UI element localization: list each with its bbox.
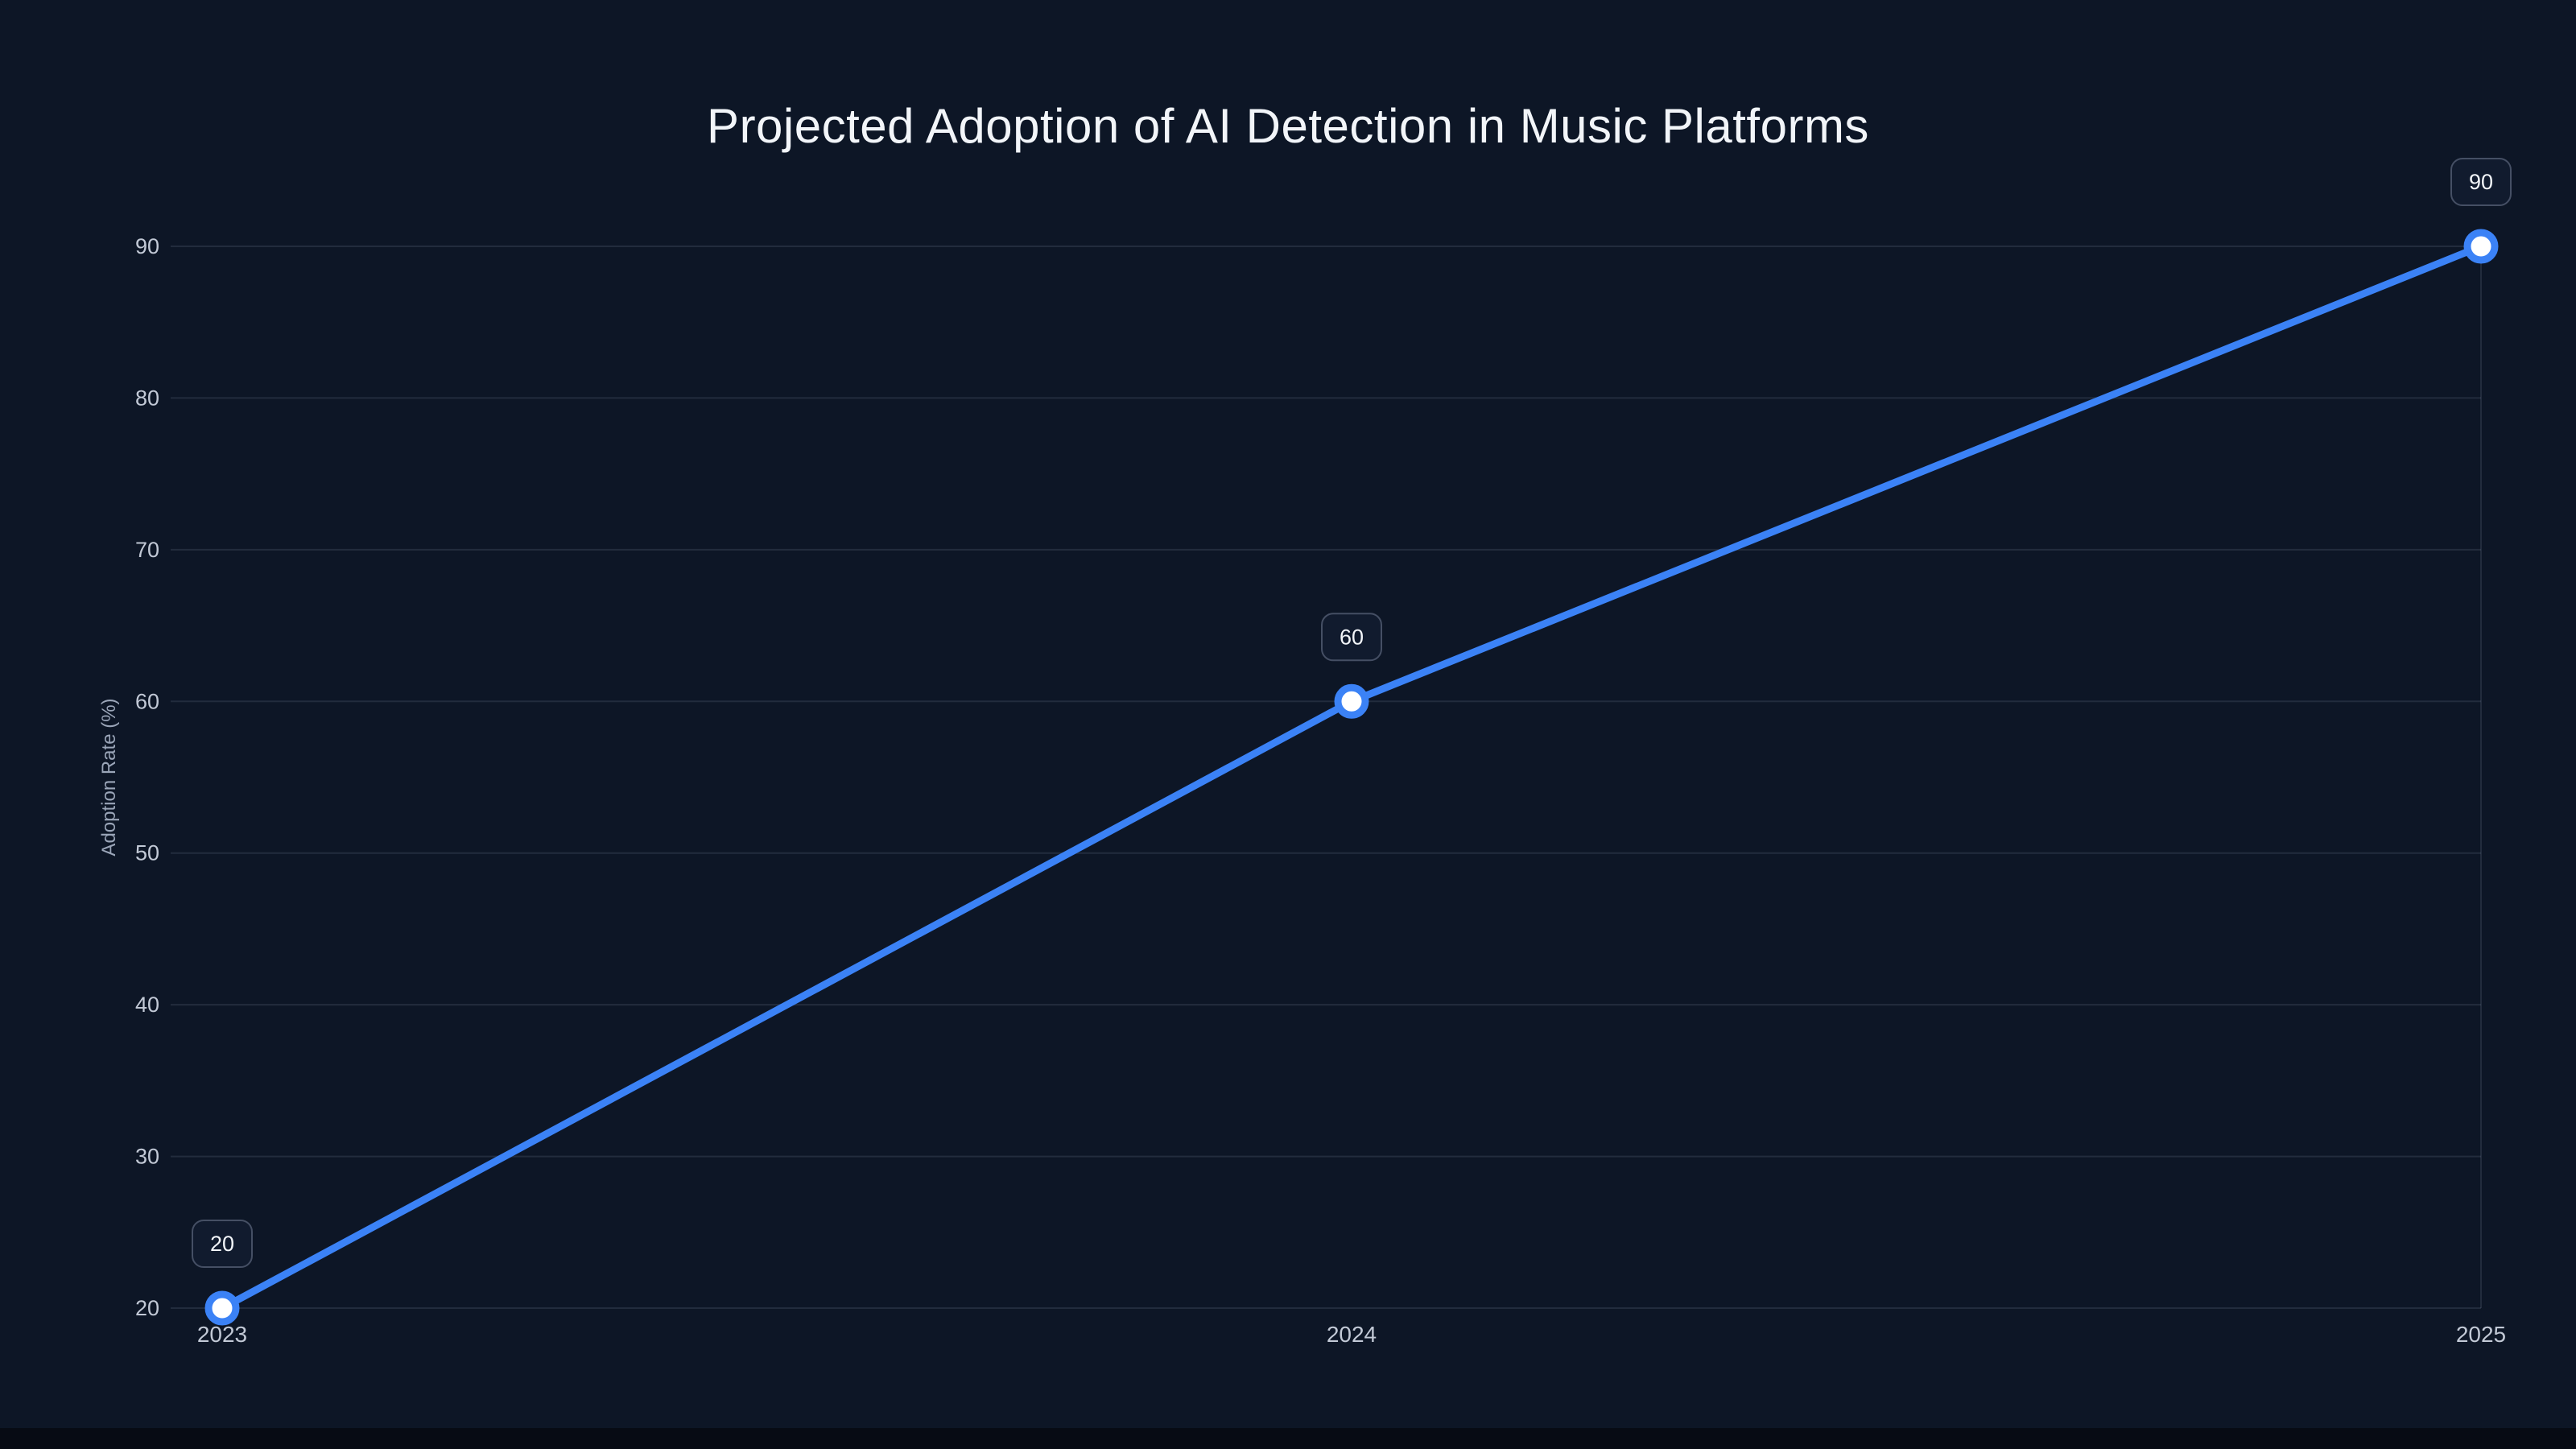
y-tick-label: 90 xyxy=(135,234,159,258)
y-tick-label: 40 xyxy=(135,993,159,1017)
data-point-marker[interactable] xyxy=(2463,229,2499,264)
point-label-box xyxy=(192,1220,253,1268)
point-label: 90 xyxy=(2469,170,2493,194)
y-tick-label: 80 xyxy=(135,386,159,410)
chart-title: Projected Adoption of AI Detection in Mu… xyxy=(707,99,1869,153)
y-axis-title: Adoption Rate (%) xyxy=(98,698,120,856)
y-tick-label: 30 xyxy=(135,1145,159,1169)
x-tick-label: 2024 xyxy=(1327,1322,1377,1347)
bottom-strip xyxy=(0,1428,2576,1449)
point-label: 20 xyxy=(210,1232,234,1256)
y-tick-label: 60 xyxy=(135,689,159,713)
data-point-marker[interactable] xyxy=(1334,683,1369,719)
y-tick-label: 70 xyxy=(135,538,159,562)
point-label: 60 xyxy=(1340,625,1364,649)
x-tick-label: 2025 xyxy=(2456,1322,2506,1347)
x-tick-label: 2023 xyxy=(197,1322,247,1347)
y-tick-label: 20 xyxy=(135,1296,159,1320)
data-line xyxy=(218,242,2485,1312)
y-tick-label: 50 xyxy=(135,841,159,865)
point-label-box xyxy=(1321,613,1382,662)
point-label-box xyxy=(2450,158,2512,206)
data-point-marker[interactable] xyxy=(204,1290,240,1326)
